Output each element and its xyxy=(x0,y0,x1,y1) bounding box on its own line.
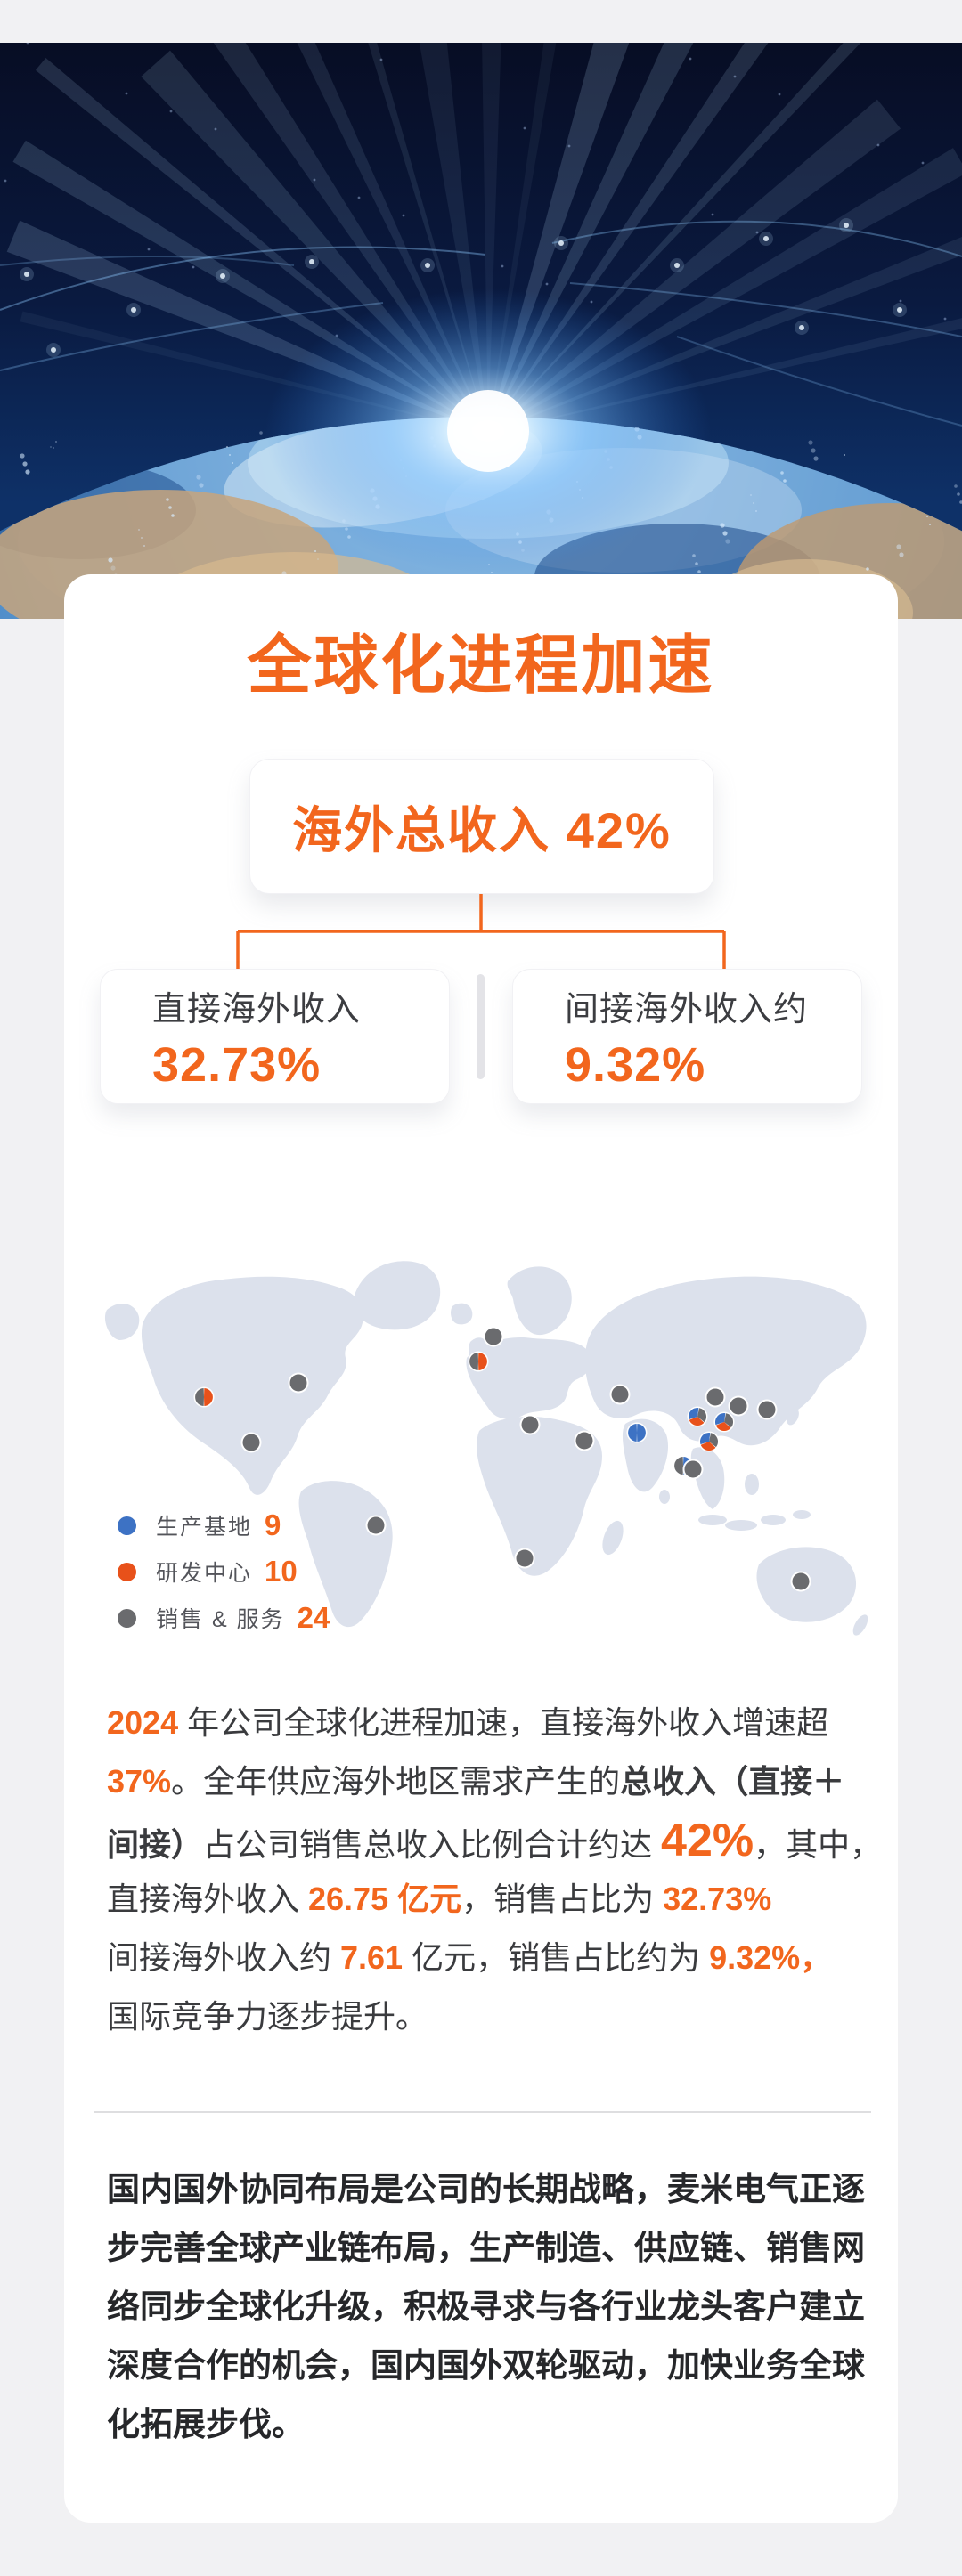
direct-income-card: 直接海外收入 32.73% xyxy=(100,969,450,1104)
legend-label: 研发中心 xyxy=(156,1561,253,1586)
legend-dot-icon xyxy=(118,1562,136,1581)
map-marker xyxy=(756,1399,778,1420)
indirect-income-label: 间接海外收入约 xyxy=(565,990,809,1028)
hero-image xyxy=(0,43,962,619)
legend-label: 生产基地 xyxy=(156,1515,253,1540)
map-marker xyxy=(682,1459,704,1480)
section-divider xyxy=(94,2111,871,2113)
map-marker xyxy=(626,1422,648,1443)
legend-dot-icon xyxy=(118,1608,136,1628)
text-line: 络同步全球化升级，积极寻求与各行业龙头客户建立 xyxy=(107,2288,865,2325)
direct-income-value: 32.73% xyxy=(152,1037,322,1092)
legend-count: 10 xyxy=(265,1555,298,1588)
map-marker xyxy=(790,1571,811,1592)
map-marker xyxy=(713,1411,735,1433)
direct-income-label: 直接海外收入 xyxy=(152,990,362,1028)
map-marker xyxy=(365,1515,387,1536)
map-markers xyxy=(193,1326,811,1592)
strategy-paragraph: 国内国外协同布局是公司的长期战略，麦米电气正逐 步完善全球产业链布局，生产制造、供… xyxy=(107,2160,875,2454)
map-marker xyxy=(483,1326,504,1347)
map-marker xyxy=(574,1430,595,1451)
text-line: 间接）占公司销售总收入比例合计约达 42%，其中， xyxy=(107,1815,883,1866)
map-marker xyxy=(698,1431,720,1452)
map-marker xyxy=(687,1406,708,1427)
legend-count: 9 xyxy=(265,1508,281,1541)
text-line: 国际竞争力逐步提升。 xyxy=(107,1998,428,2035)
text-line: 化拓展步伐。 xyxy=(107,2406,305,2442)
indirect-income-card: 间接海外收入约 9.32% xyxy=(512,969,862,1104)
map-legend: 生产基地 9 研发中心 10 销售 & 服务 24 xyxy=(118,1508,330,1649)
summary-paragraph: 2024 年公司全球化进程加速，直接海外收入增速超 37%。全年供应海外地区需求产… xyxy=(107,1694,883,2046)
overseas-total-value: 海外总收入 42% xyxy=(292,801,672,858)
world-map xyxy=(104,1261,868,1636)
map-marker xyxy=(288,1372,309,1394)
map-marker xyxy=(240,1432,262,1453)
text-line: 直接海外收入 26.75 亿元，销售占比为 32.73% xyxy=(107,1881,772,1917)
globe-illustration xyxy=(0,43,962,619)
map-marker xyxy=(514,1548,535,1569)
legend-label: 销售 & 服务 xyxy=(156,1607,285,1632)
text-line: 深度合作的机会，国内国外双轮驱动，加快业务全球 xyxy=(107,2347,865,2384)
map-marker xyxy=(193,1386,215,1408)
text-line: 步完善全球产业链布局，生产制造、供应链、销售网 xyxy=(107,2230,865,2266)
connector-lines xyxy=(236,894,726,969)
legend-count: 24 xyxy=(297,1601,330,1634)
divider-bar xyxy=(477,974,485,1079)
continents xyxy=(104,1261,868,1636)
text-line: 2024 年公司全球化进程加速，直接海外收入增速超 xyxy=(107,1704,829,1741)
legend-dot-icon xyxy=(118,1516,136,1535)
overseas-total-card: 海外总收入 42% xyxy=(249,759,714,894)
map-marker xyxy=(519,1414,541,1435)
network-streaks xyxy=(0,218,962,427)
legend-item: 研发中心 10 xyxy=(118,1555,330,1588)
text-line: 间接海外收入约 7.61 亿元，销售占比约为 9.32%， xyxy=(107,1939,833,1976)
map-marker xyxy=(468,1351,489,1372)
indirect-income-value: 9.32% xyxy=(565,1037,706,1092)
page-title: 全球化进程加速 xyxy=(247,630,715,702)
map-marker xyxy=(728,1395,749,1417)
map-marker xyxy=(609,1384,631,1405)
text-line: 国内国外协同布局是公司的长期战略，麦米电气正逐 xyxy=(107,2171,865,2207)
legend-item: 销售 & 服务 24 xyxy=(118,1601,330,1634)
map-marker xyxy=(705,1386,726,1408)
text-line: 37%。全年供应海外地区需求产生的总收入（直接＋ xyxy=(107,1763,845,1800)
legend-item: 生产基地 9 xyxy=(118,1508,330,1541)
